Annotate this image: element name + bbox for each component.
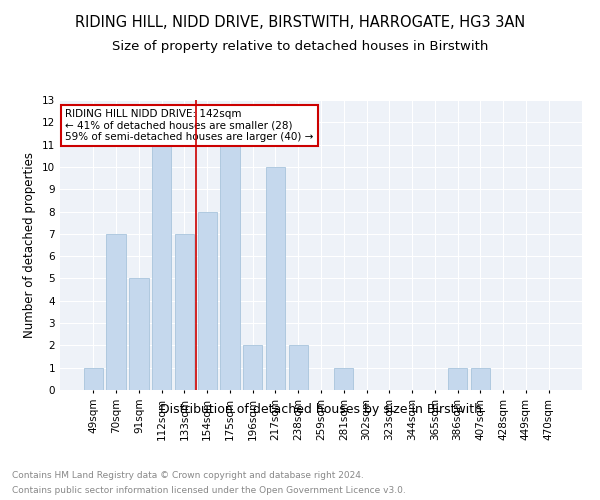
Bar	[152, 144, 172, 390]
Text: RIDING HILL, NIDD DRIVE, BIRSTWITH, HARROGATE, HG3 3AN: RIDING HILL, NIDD DRIVE, BIRSTWITH, HARR…	[75, 15, 525, 30]
Bar	[175, 234, 194, 390]
Text: Contains HM Land Registry data © Crown copyright and database right 2024.: Contains HM Land Registry data © Crown c…	[12, 471, 364, 480]
Bar	[470, 368, 490, 390]
Text: Distribution of detached houses by size in Birstwith: Distribution of detached houses by size …	[160, 402, 482, 415]
Bar	[243, 346, 262, 390]
Bar	[197, 212, 217, 390]
Text: RIDING HILL NIDD DRIVE: 142sqm
← 41% of detached houses are smaller (28)
59% of : RIDING HILL NIDD DRIVE: 142sqm ← 41% of …	[65, 108, 314, 142]
Bar	[129, 278, 149, 390]
Text: Size of property relative to detached houses in Birstwith: Size of property relative to detached ho…	[112, 40, 488, 53]
Text: Contains public sector information licensed under the Open Government Licence v3: Contains public sector information licen…	[12, 486, 406, 495]
Bar	[289, 346, 308, 390]
Y-axis label: Number of detached properties: Number of detached properties	[23, 152, 37, 338]
Bar	[266, 167, 285, 390]
Bar	[106, 234, 126, 390]
Bar	[220, 144, 239, 390]
Bar	[334, 368, 353, 390]
Bar	[84, 368, 103, 390]
Bar	[448, 368, 467, 390]
